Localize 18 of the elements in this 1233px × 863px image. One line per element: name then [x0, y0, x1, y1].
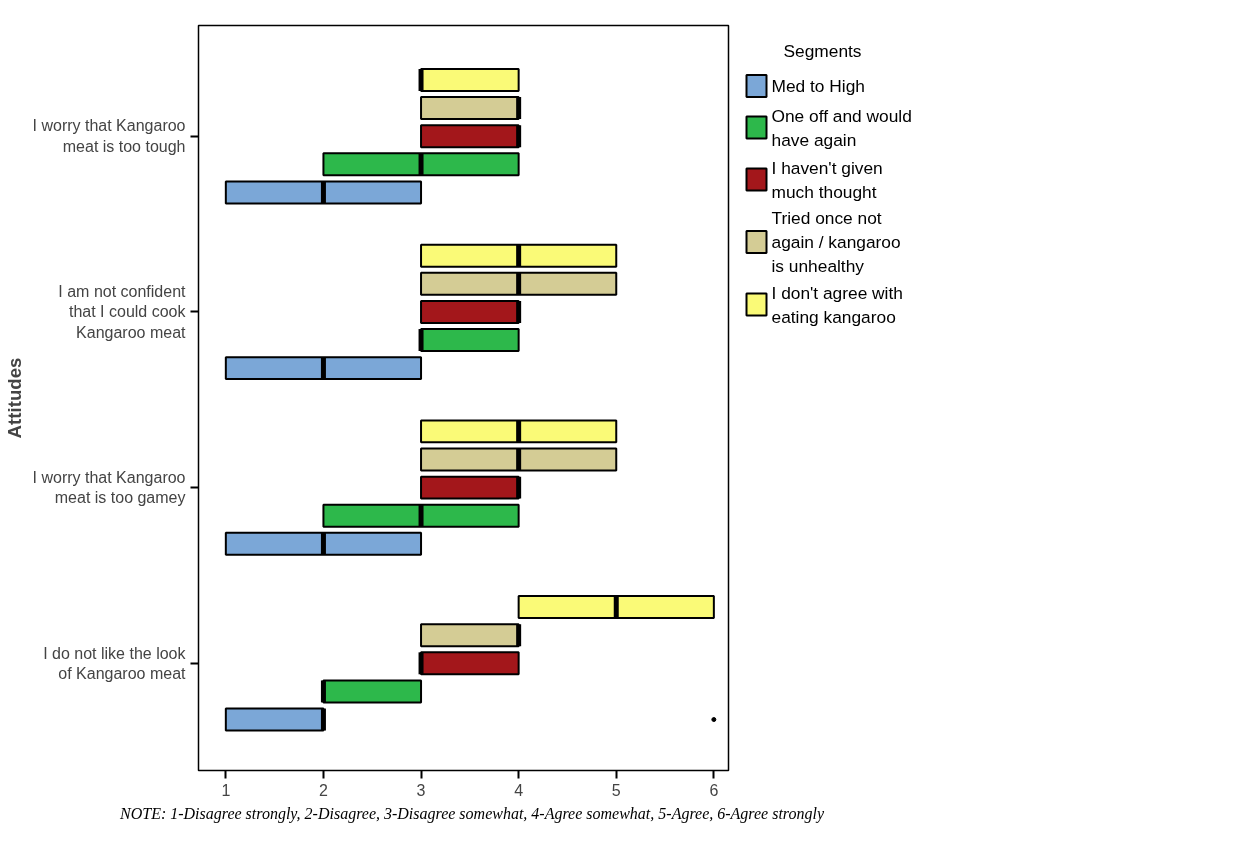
x-tick-label: 3	[416, 781, 426, 799]
legend-title: Segments	[783, 40, 862, 61]
x-tick-label: 1	[221, 781, 231, 799]
y-tick-label: I do not like the look of Kangaroo meat	[43, 644, 187, 683]
x-tick-label: 6	[709, 781, 719, 799]
legend-label: I haven't given much thought	[771, 157, 883, 202]
legend-label: Tried once not again / kangaroo is unhealthy	[771, 208, 901, 276]
y-tick-label: I am not confident that I could cook Kangaroo meat	[58, 283, 187, 341]
legend-label: I don't agree with eating kangaroo	[771, 282, 903, 327]
x-tick-label: 5	[611, 781, 621, 799]
legend-label: Med to High	[771, 76, 865, 96]
x-tick-label: 2	[318, 781, 328, 799]
y-axis-title: Attitudes	[3, 357, 25, 439]
legend-label: One off and would have again	[771, 105, 912, 150]
text: NOTE: 1-Disagree strongly, 2-Disagree, 3-Disagree somewhat, 4-Agree somewhat, 5-Agree, 6-Agree strongly	[120, 804, 825, 825]
x-tick-label: 4	[514, 781, 524, 799]
y-tick-label: I worry that Kangaroo meat is too tough	[32, 117, 186, 155]
y-tick-label: I worry that Kangaroo meat is too gamey	[32, 468, 186, 507]
